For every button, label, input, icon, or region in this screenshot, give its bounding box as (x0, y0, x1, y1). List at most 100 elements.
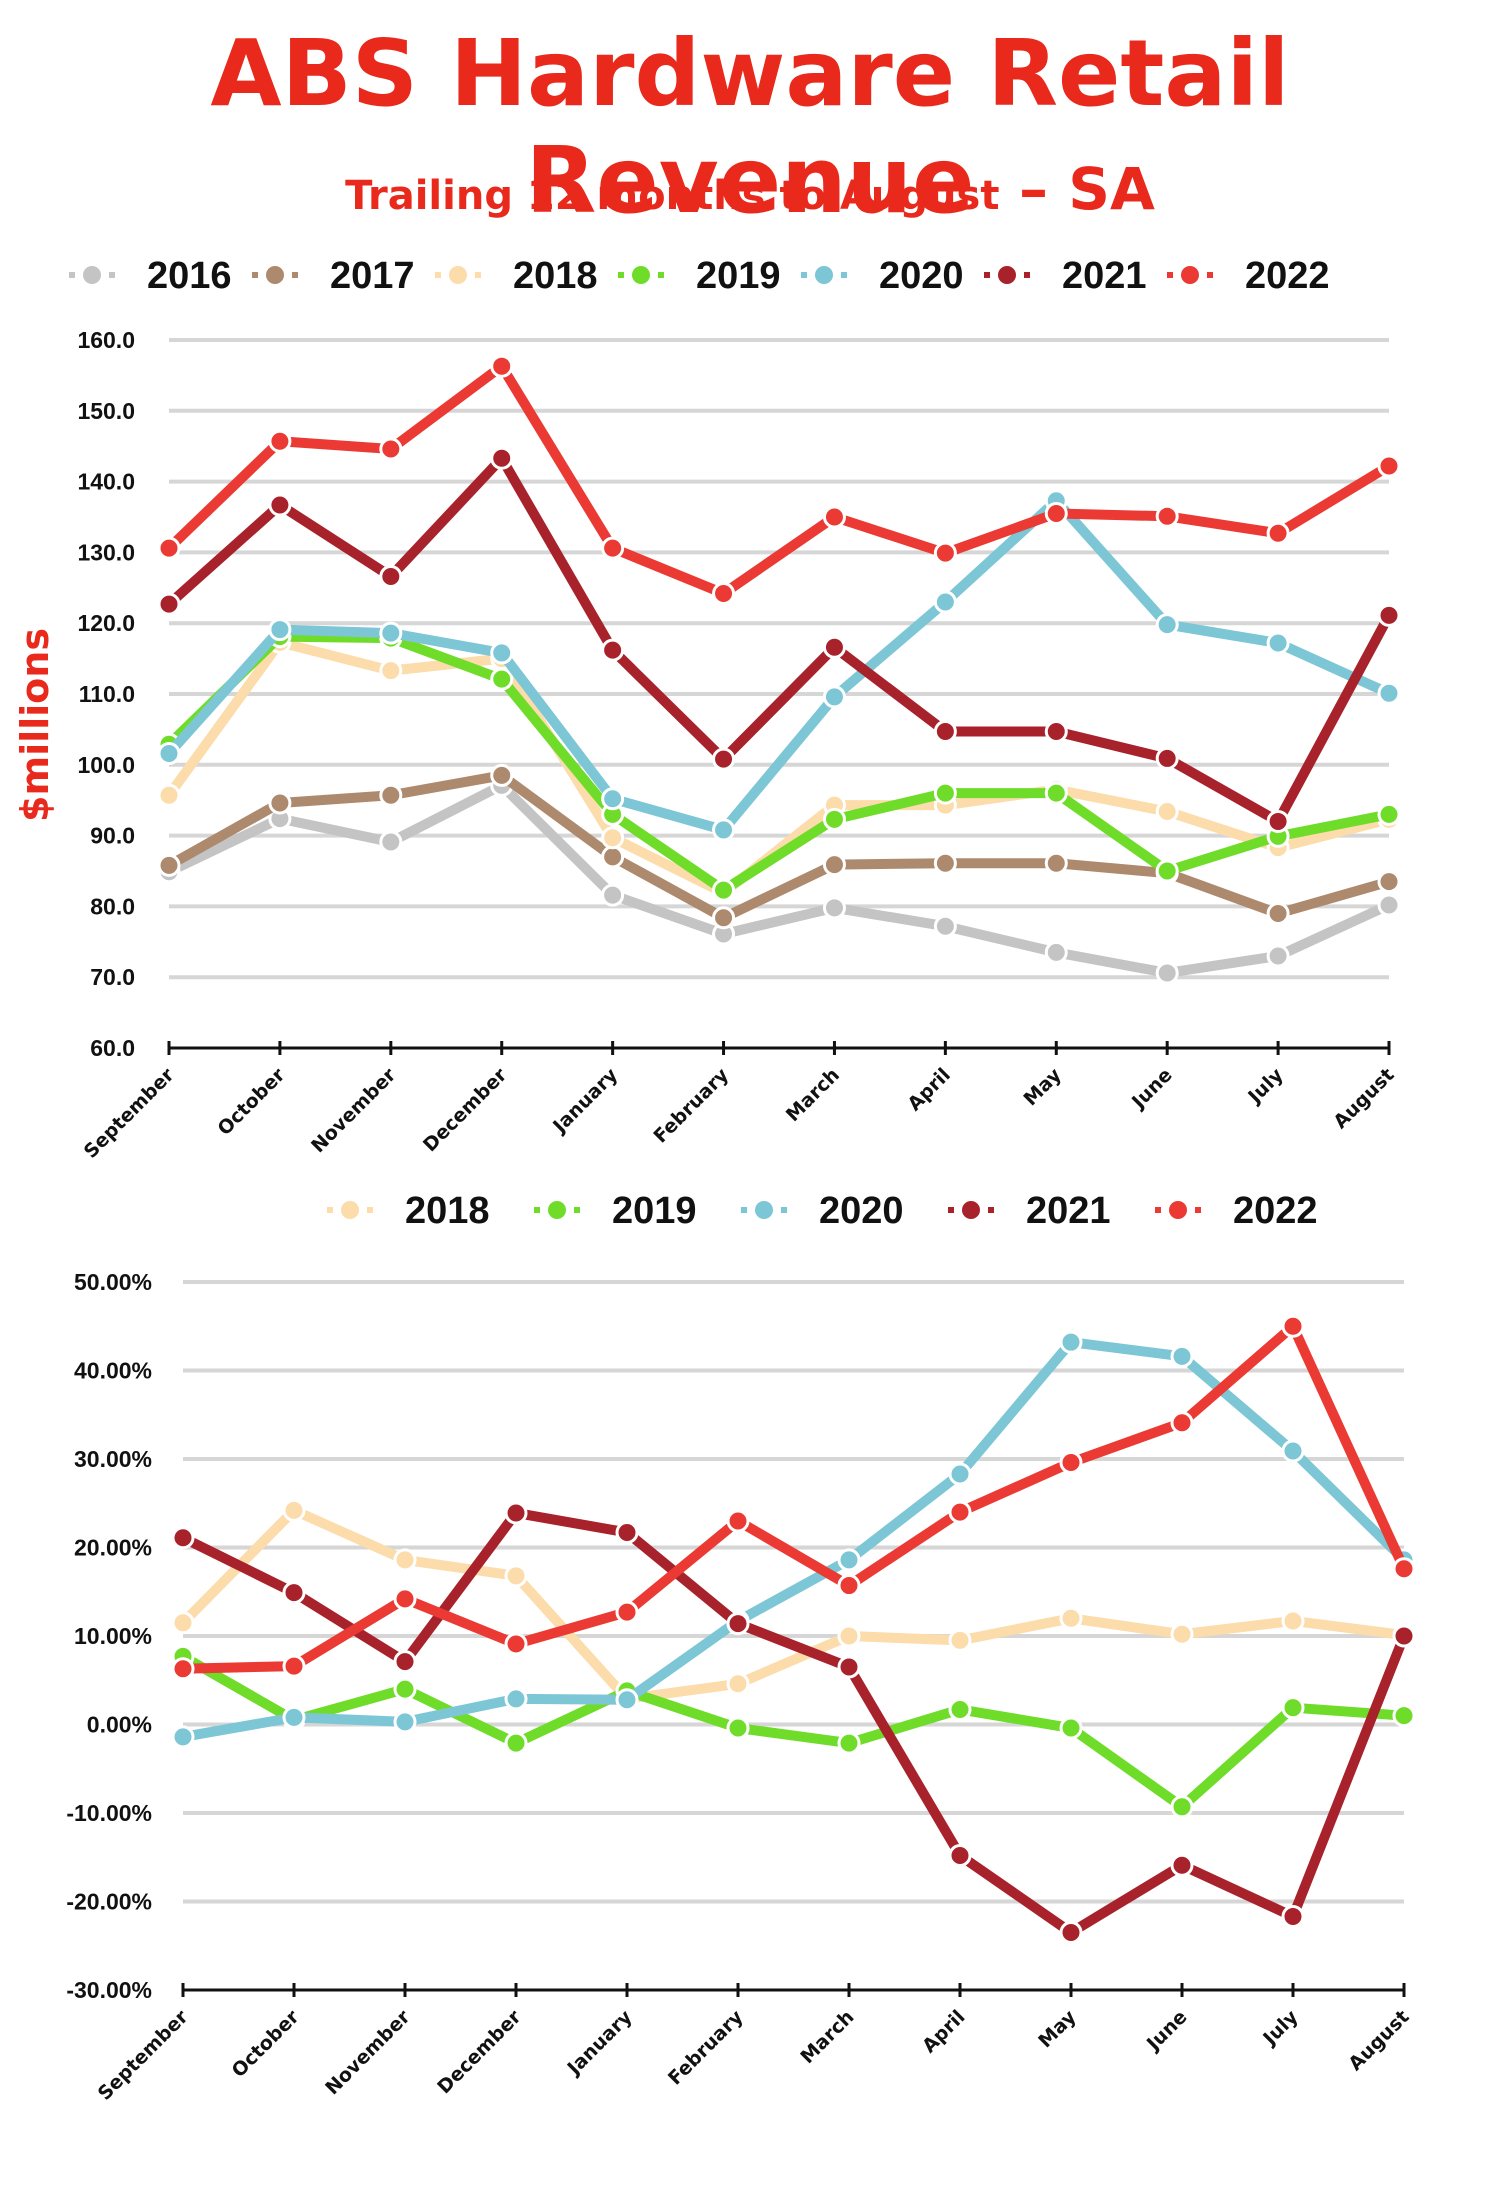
legend-label: 2021 (1062, 255, 1147, 297)
data-point (504, 1687, 528, 1711)
data-point (1266, 521, 1290, 545)
data-point (933, 851, 957, 875)
series-2021 (157, 446, 1401, 833)
x-tick-label: October (228, 2006, 304, 2082)
data-point (1377, 454, 1401, 478)
data-point (1281, 1314, 1305, 1338)
y-tick-label: 50.00% (74, 1269, 152, 1295)
series-2021 (171, 1501, 1416, 1944)
legend-item-2019: 2019 (618, 255, 781, 297)
y-tick-label: 110.0 (79, 681, 135, 707)
legend-marker-dash (435, 272, 441, 278)
data-point (1281, 1696, 1305, 1720)
legend-item-2019: 2019 (534, 1190, 697, 1232)
legend-marker (632, 266, 650, 284)
y-tick-label: 70.0 (90, 964, 135, 990)
legend-marker-dash (801, 272, 807, 278)
data-point (933, 914, 957, 938)
data-point (712, 747, 736, 771)
data-point (379, 659, 403, 683)
legend-marker-dash (658, 272, 664, 278)
data-point (1044, 851, 1068, 875)
data-point (1266, 901, 1290, 925)
data-point (268, 429, 292, 453)
series-line-2021 (165, 453, 1394, 827)
data-point (1377, 681, 1401, 705)
x-tick-label: February (664, 2006, 748, 2090)
data-point (726, 1672, 750, 1696)
data-point (933, 720, 957, 744)
legend-marker-dash (367, 1207, 373, 1213)
series-line-2020 (165, 495, 1392, 835)
growth-chart: -30.00% -20.00% -10.00% 0.00% 10.00% 20.00% 30… (66, 1190, 1416, 2105)
subtitle-region: – SA (1019, 155, 1155, 223)
x-tick-label: May (1019, 1064, 1066, 1111)
legend-marker-dash (781, 1207, 787, 1213)
legend-label: 2022 (1245, 255, 1330, 297)
data-point (393, 1677, 417, 1701)
data-point (1044, 501, 1068, 525)
legend-marker (449, 266, 467, 284)
data-point (601, 787, 625, 811)
x-tick-label: May (1034, 2006, 1081, 2053)
legend-marker-dash (292, 272, 298, 278)
data-point (712, 818, 736, 842)
legend-marker-dash (618, 272, 624, 278)
y-tick-label: 40.00% (74, 1358, 152, 1384)
data-point (712, 581, 736, 605)
data-point (1170, 1622, 1194, 1646)
data-point (837, 1731, 861, 1755)
data-point (1170, 1853, 1194, 1877)
legend-marker (1181, 266, 1199, 284)
data-point (822, 896, 846, 920)
data-point (601, 536, 625, 560)
y-tick-label: 150.0 (77, 398, 135, 424)
data-point (490, 667, 514, 691)
data-point (601, 845, 625, 869)
y-tick-label: 120.0 (77, 610, 135, 636)
legend-item-2022: 2022 (1167, 255, 1330, 297)
data-point (1377, 893, 1401, 917)
data-point (490, 354, 514, 378)
data-point (1155, 746, 1179, 770)
data-point (1155, 961, 1179, 985)
legend-marker-dash (988, 1207, 994, 1213)
data-point (157, 853, 181, 877)
data-point (1377, 870, 1401, 894)
data-point (490, 641, 514, 665)
data-point (822, 853, 846, 877)
legend-item-2018: 2018 (435, 255, 598, 297)
x-tick-label: July (1243, 1064, 1288, 1109)
data-point (1170, 1344, 1194, 1368)
data-point (601, 883, 625, 907)
legend-marker (266, 266, 284, 284)
series-line-2017 (166, 770, 1391, 923)
data-point (157, 536, 181, 560)
x-tick-label: March (782, 1064, 844, 1126)
legend-item-2018: 2018 (327, 1190, 490, 1232)
legend-marker-dash (327, 1207, 333, 1213)
x-tick-label: August (1344, 2006, 1413, 2075)
data-point (948, 1500, 972, 1524)
data-point (490, 446, 514, 470)
series-line-2018 (179, 1505, 1405, 1704)
data-point (837, 1655, 861, 1679)
subtitle-text: Trailing 12 months to August (345, 173, 1000, 219)
y-tick-label: 80.0 (90, 893, 135, 919)
data-point (1392, 1557, 1416, 1581)
legend-marker (815, 266, 833, 284)
data-point (282, 1581, 306, 1605)
x-tick-label: June (1127, 1064, 1177, 1114)
data-point (504, 1564, 528, 1588)
legend-marker-dash (1024, 272, 1030, 278)
revenue-chart: 60.0 70.0 80.0 90.0 100.0 110.0 120.0 130.0 140.… (13, 255, 1401, 1163)
x-tick-label: January (548, 1064, 623, 1139)
legend-label: 2022 (1233, 1190, 1318, 1232)
data-point (1155, 859, 1179, 883)
data-point (393, 1548, 417, 1572)
data-point (157, 783, 181, 807)
legend-label: 2018 (405, 1190, 490, 1232)
legend-item-2016: 2016 (69, 255, 232, 297)
data-point (171, 1526, 195, 1550)
data-point (837, 1548, 861, 1572)
